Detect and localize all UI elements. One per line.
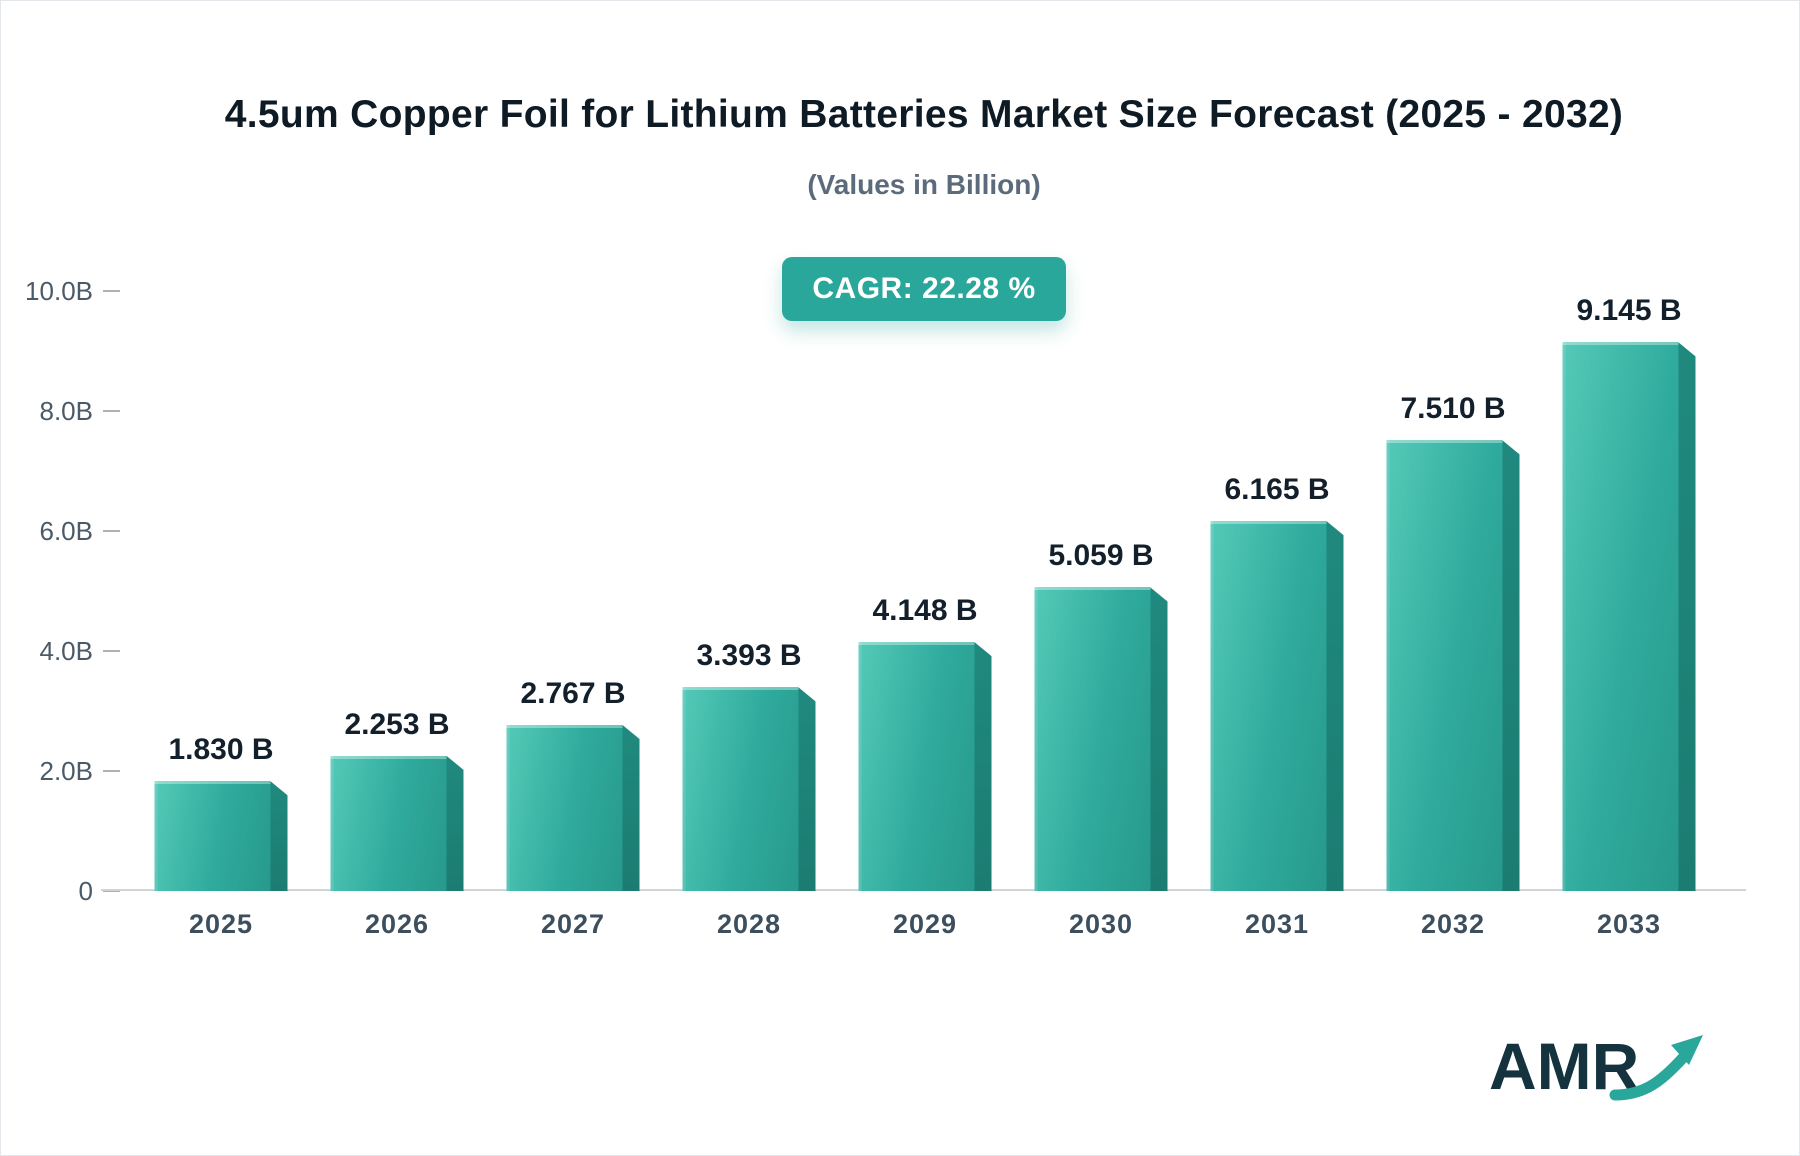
bar-value-label: 2.253 B — [344, 707, 450, 741]
cagr-badge: CAGR: 22.28 % — [782, 257, 1066, 321]
y-tick-mark — [103, 890, 120, 892]
bar-side — [1678, 342, 1696, 891]
plot-area: 10.0B 8.0B 6.0B 4.0B 2.0B 0 1.830 B 2025 2.253 … — [1, 276, 1799, 939]
bar-2029 — [858, 642, 992, 891]
y-tick-label: 2.0B — [39, 756, 94, 786]
bar-group-2031: 6.165 B 2031 — [1189, 291, 1365, 939]
amr-arrow-icon — [1609, 1045, 1695, 1101]
bar-front — [1210, 521, 1327, 891]
bar-side — [446, 755, 464, 891]
y-tick-label: 6.0B — [39, 516, 94, 546]
x-tick-label: 2025 — [188, 909, 254, 939]
bar-2027 — [506, 724, 640, 891]
bar-front — [330, 755, 447, 891]
y-tick-label: 10.0B — [25, 276, 93, 306]
x-tick-label: 2027 — [540, 909, 606, 939]
x-tick-label: 2033 — [1596, 909, 1662, 939]
y-tick-mark — [103, 770, 120, 772]
bar-value-label: 3.393 B — [696, 639, 802, 673]
cagr-badge-wrap: CAGR: 22.28 % — [49, 257, 1799, 321]
x-tick-label: 2030 — [1068, 909, 1134, 939]
bar-front — [1386, 440, 1503, 891]
bar-2031 — [1210, 521, 1344, 891]
bar-side — [270, 781, 288, 891]
bar-value-label: 5.059 B — [1048, 539, 1154, 573]
bar-group-2033: 9.145 B 2033 — [1541, 291, 1717, 939]
x-tick-label: 2026 — [364, 909, 430, 939]
y-tick-label: 0 — [78, 876, 93, 906]
y-tick-label: 8.0B — [39, 396, 94, 426]
bar-group-2028: 3.393 B 2028 — [661, 291, 837, 939]
y-tick-mark — [103, 650, 120, 652]
bar-group-2027: 2.767 B 2027 — [485, 291, 661, 939]
bar-value-label: 7.510 B — [1400, 392, 1506, 426]
bars-container: 1.830 B 2025 2.253 B 2026 2.767 B 2027 3.393 B… — [133, 291, 1717, 939]
bar-2025 — [154, 781, 288, 891]
chart-title: 4.5um Copper Foil for Lithium Batteries … — [224, 93, 1624, 136]
bar-front — [1034, 587, 1151, 891]
bar-group-2032: 7.510 B 2032 — [1365, 291, 1541, 939]
bar-group-2030: 5.059 B 2030 — [1013, 291, 1189, 939]
x-tick-label: 2032 — [1420, 909, 1486, 939]
amr-logo: AMR — [1487, 1019, 1717, 1111]
y-tick-mark — [103, 410, 120, 412]
bar-value-label: 9.145 B — [1576, 294, 1682, 328]
bar-2028 — [682, 687, 816, 891]
bar-front — [506, 724, 623, 891]
bar-2032 — [1386, 440, 1520, 891]
bar-front — [154, 781, 271, 891]
x-tick-label: 2028 — [716, 909, 782, 939]
bar-side — [974, 642, 992, 891]
bar-front — [858, 642, 975, 891]
x-tick-label: 2031 — [1244, 909, 1310, 939]
amr-arrowhead-icon — [1671, 1035, 1703, 1065]
bar-front — [1562, 342, 1679, 891]
y-tick-mark — [103, 290, 120, 292]
bar-value-label: 1.830 B — [168, 733, 274, 767]
bar-side — [622, 724, 640, 891]
bar-group-2026: 2.253 B 2026 — [309, 291, 485, 939]
bar-group-2029: 4.148 B 2029 — [837, 291, 1013, 939]
x-tick-label: 2029 — [892, 909, 958, 939]
bar-side — [1326, 521, 1344, 891]
chart-subtitle: (Values in Billion) — [807, 169, 1041, 200]
bar-side — [1150, 587, 1168, 891]
bar-value-label: 2.767 B — [520, 676, 626, 710]
bar-front — [682, 687, 799, 891]
bar-group-2025: 1.830 B 2025 — [133, 291, 309, 939]
y-tick-label: 4.0B — [39, 636, 94, 666]
bar-side — [1502, 440, 1520, 891]
bar-2033 — [1562, 342, 1696, 891]
bar-value-label: 6.165 B — [1224, 473, 1330, 507]
bar-2026 — [330, 755, 464, 891]
y-tick-mark — [103, 530, 120, 532]
bar-value-label: 4.148 B — [872, 594, 978, 628]
bar-side — [798, 687, 816, 891]
amr-logo-graphic: AMR — [1489, 1029, 1703, 1103]
bar-2030 — [1034, 587, 1168, 891]
